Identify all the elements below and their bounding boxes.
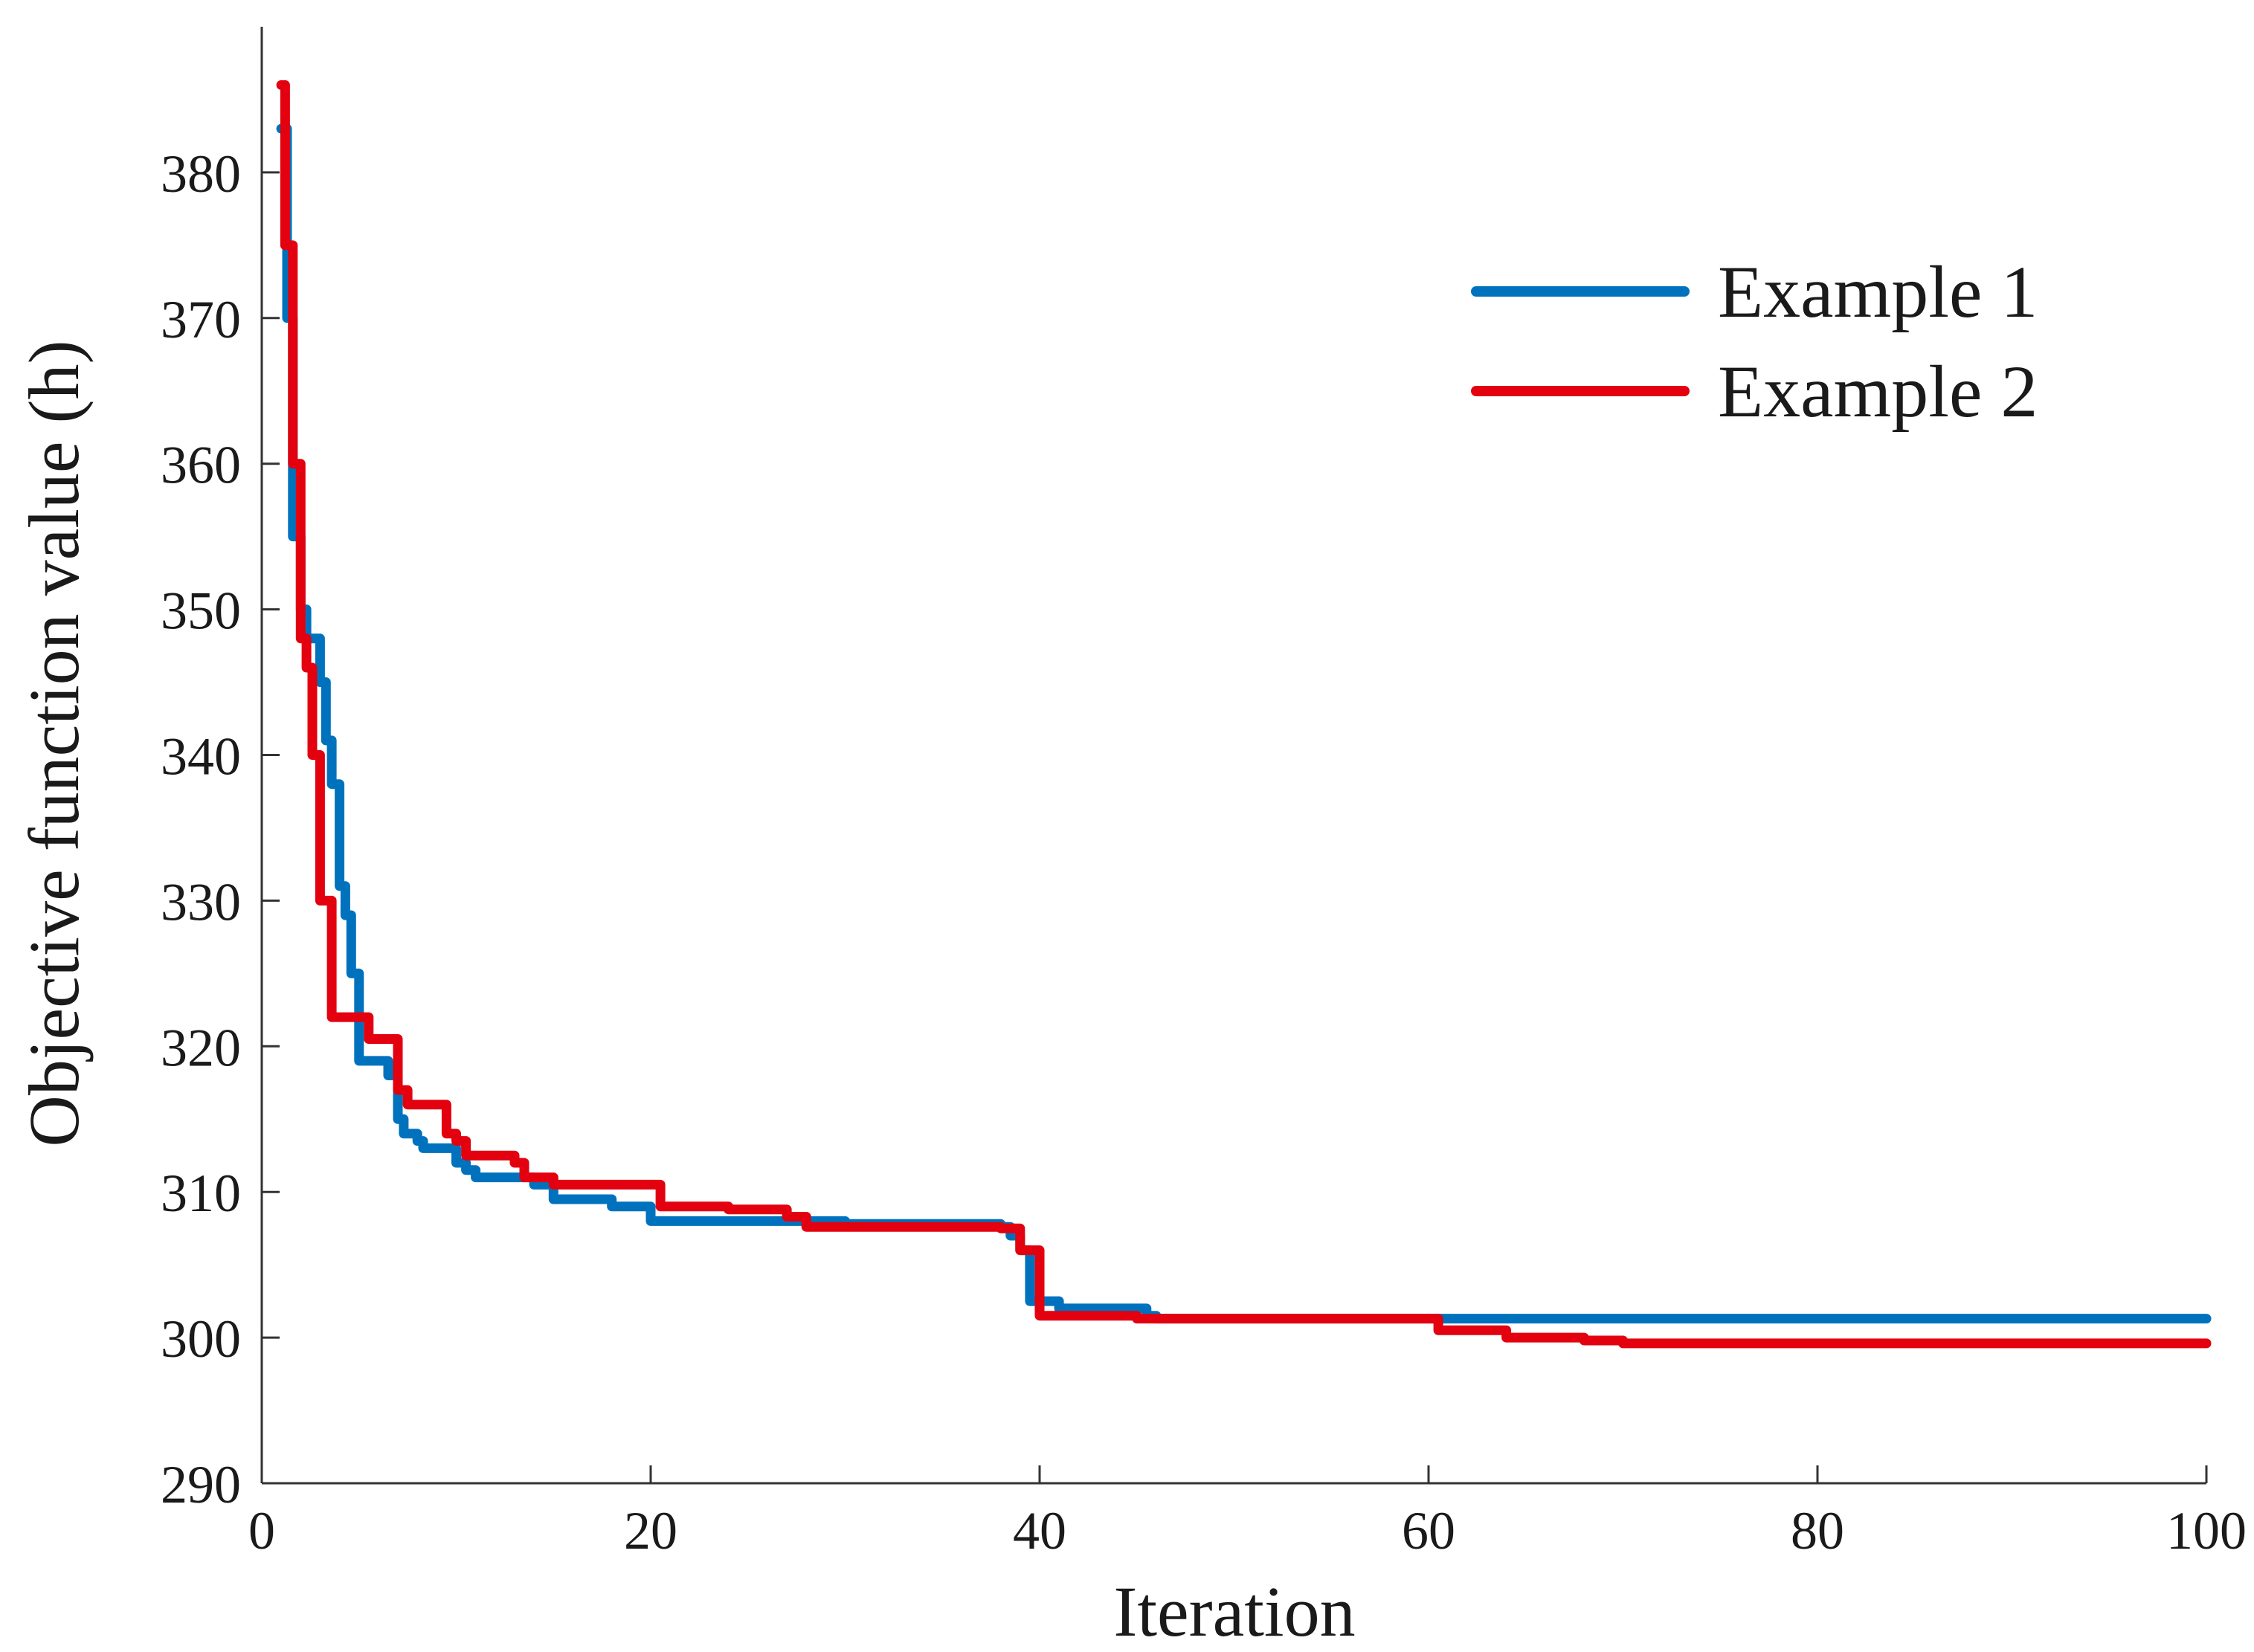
legend-label-1: Example 1 bbox=[1718, 251, 2038, 333]
y-tick-label: 370 bbox=[161, 290, 241, 349]
y-tick-label: 320 bbox=[161, 1018, 241, 1077]
x-axis-title: Iteration bbox=[1113, 1572, 1355, 1651]
axes bbox=[260, 27, 2206, 1485]
series-line-2 bbox=[276, 80, 2212, 1349]
x-tick-label: 0 bbox=[248, 1501, 275, 1561]
x-tick-label: 80 bbox=[1791, 1501, 1844, 1561]
axis-ticks: 0 20 40 60 80 100 290 300 310 320 330 340 350 360 370 3… bbox=[161, 144, 2247, 1561]
y-tick-label: 300 bbox=[161, 1309, 241, 1369]
x-tick-label: 100 bbox=[2166, 1501, 2247, 1561]
y-axis-title: Objective function value (h) bbox=[14, 341, 94, 1147]
y-tick-label: 380 bbox=[161, 144, 241, 204]
y-tick-label: 290 bbox=[161, 1455, 241, 1514]
legend: Example 1 Example 2 bbox=[1471, 251, 2038, 433]
y-tick-label: 360 bbox=[161, 436, 241, 495]
y-tick-label: 310 bbox=[161, 1164, 241, 1223]
x-tick-label: 20 bbox=[624, 1501, 677, 1561]
y-tick-label: 350 bbox=[161, 581, 241, 641]
y-tick-label: 330 bbox=[161, 872, 241, 932]
x-tick-label: 40 bbox=[1013, 1501, 1066, 1561]
y-tick-label: 340 bbox=[161, 727, 241, 787]
x-tick-label: 60 bbox=[1402, 1501, 1455, 1561]
legend-label-2: Example 2 bbox=[1718, 350, 2038, 433]
series-lines bbox=[276, 80, 2212, 1349]
